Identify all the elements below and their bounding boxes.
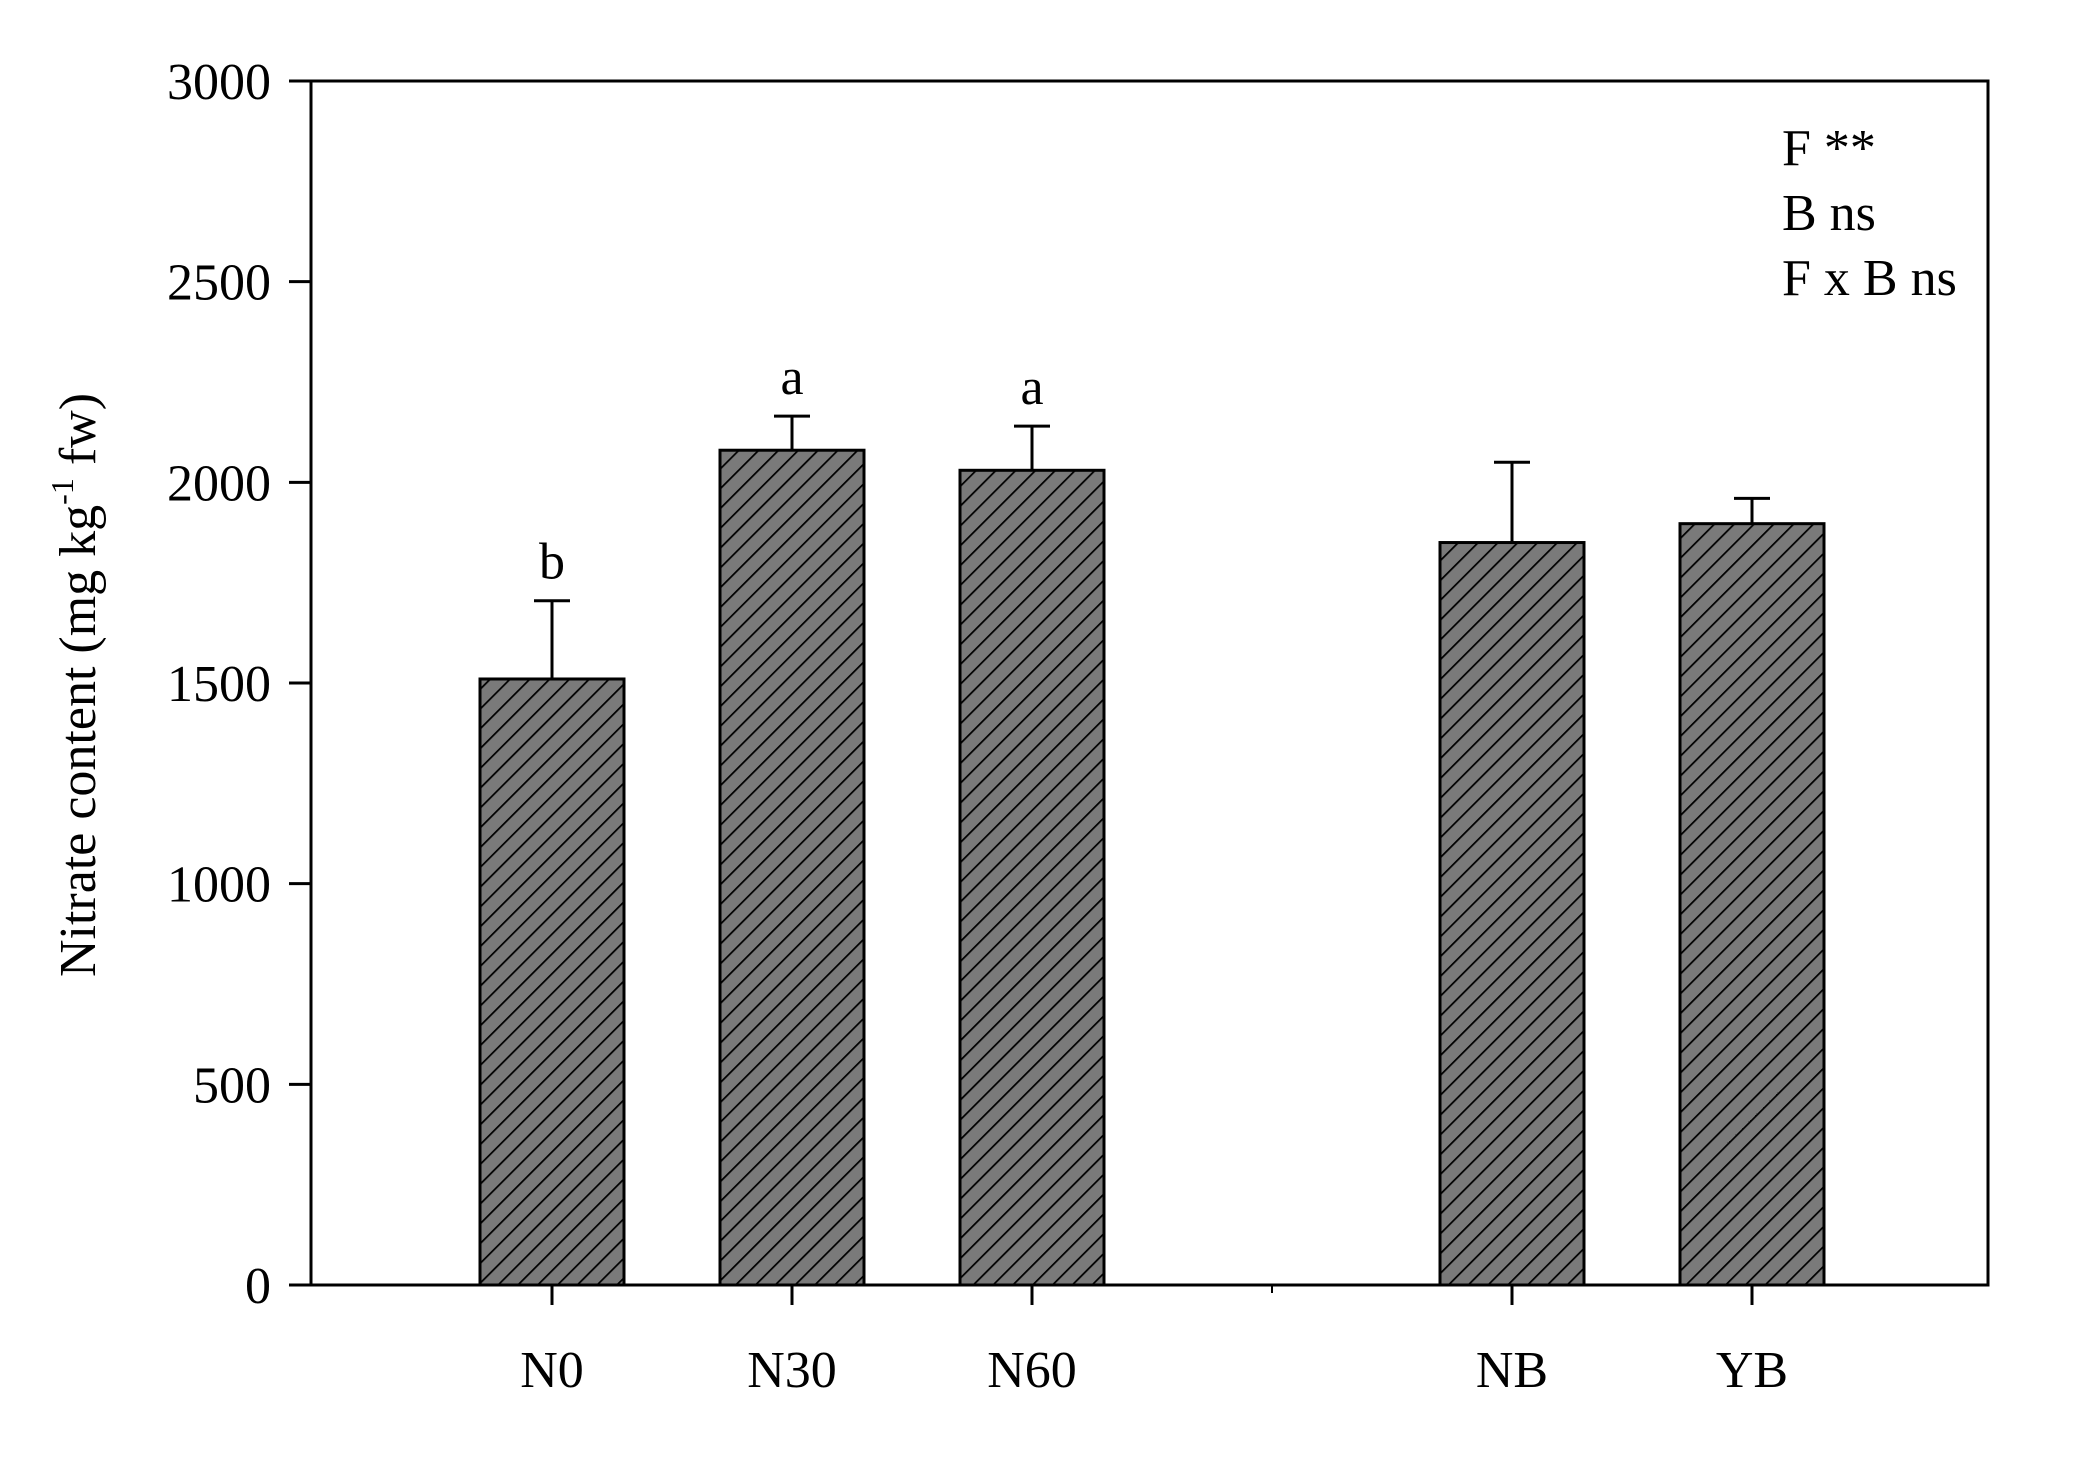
y-tick-label-2000: 2000 <box>167 455 271 512</box>
stat-line-f: F ** <box>1782 120 1876 177</box>
y-axis-title-superscript: -1 <box>44 478 80 505</box>
y-tick-label-2500: 2500 <box>167 255 271 312</box>
bar-yb <box>1678 522 1826 1287</box>
x-tick-label-nb: NB <box>1476 1342 1548 1399</box>
x-tick-label-n30: N30 <box>747 1342 837 1399</box>
y-axis-title-main: Nitrate content (mg kg <box>50 505 107 977</box>
y-axis-title-tail: fw) <box>50 393 107 478</box>
bar-nb <box>1438 541 1586 1287</box>
plot-area: 0 500 1000 1500 2000 2500 3000 b N0 a N30 a N60 NB YB <box>167 54 1990 1399</box>
sig-label-n0: b <box>539 534 565 591</box>
y-tick-label-1000: 1000 <box>167 857 271 914</box>
stat-line-b: B ns <box>1782 185 1876 242</box>
x-tick-label-yb: YB <box>1716 1342 1788 1399</box>
bar-n30 <box>718 448 866 1287</box>
y-tick-label-500: 500 <box>193 1057 271 1114</box>
sig-label-n60: a <box>1020 359 1043 416</box>
x-tick-label-n0: N0 <box>520 1342 584 1399</box>
stat-line-fxb: F x B ns <box>1782 250 1957 307</box>
x-tick-label-n60: N60 <box>987 1342 1077 1399</box>
stats-annotation: F ** B ns F x B ns <box>1782 120 1957 307</box>
bar-n60 <box>958 468 1106 1287</box>
sig-label-n30: a <box>780 349 803 406</box>
y-tick-label-1500: 1500 <box>167 656 271 713</box>
y-axis-title: Nitrate content (mg kg-1 fw) <box>44 393 107 977</box>
y-tick-label-3000: 3000 <box>167 54 271 111</box>
bar-n0 <box>478 677 626 1287</box>
y-tick-label-0: 0 <box>245 1258 271 1315</box>
